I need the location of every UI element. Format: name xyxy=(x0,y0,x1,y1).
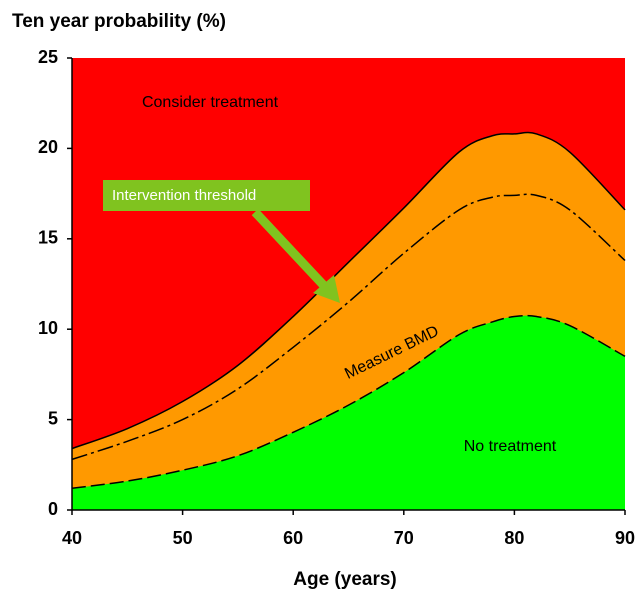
x-tick-label: 80 xyxy=(504,528,524,548)
callout-label: Intervention threshold xyxy=(112,187,256,204)
x-tick-label: 90 xyxy=(615,528,635,548)
x-tick-label: 50 xyxy=(173,528,193,548)
plot-area xyxy=(71,58,626,511)
area xyxy=(72,315,625,510)
boundary-line xyxy=(71,193,626,461)
callout-arrow-head xyxy=(313,275,340,303)
x-axis-label: Age (years) xyxy=(293,569,397,590)
callout-box xyxy=(103,180,310,211)
y-tick-label: 25 xyxy=(38,47,58,67)
y-tick-label: 20 xyxy=(38,137,58,157)
y-axis-label: Ten year probability (%) xyxy=(12,11,226,32)
y-tick-label: 0 xyxy=(48,499,58,519)
boundary-line xyxy=(71,314,626,490)
y-tick-label: 10 xyxy=(38,318,58,338)
x-tick-label: 40 xyxy=(62,528,82,548)
x-tick-label: 60 xyxy=(283,528,303,548)
region-label: No treatment xyxy=(464,438,557,455)
y-tick-label: 5 xyxy=(48,408,58,428)
region-label: Consider treatment xyxy=(142,94,279,111)
callout-arrow-shaft xyxy=(251,208,332,294)
x-tick-label: 70 xyxy=(394,528,414,548)
y-tick-label: 15 xyxy=(38,228,58,248)
boundary-line xyxy=(71,131,626,450)
